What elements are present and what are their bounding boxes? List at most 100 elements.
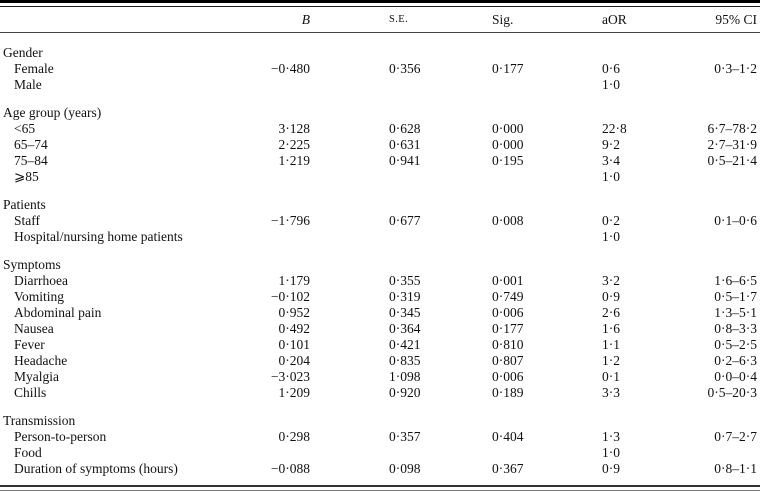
cell-sig: 0·006 <box>492 369 524 384</box>
cell-se: 0·098 <box>389 461 421 476</box>
cell-aor: 22·8 <box>602 121 627 136</box>
table-row-fever: Fever 0·101 0·421 0·810 1·1 0·5–2·5 <box>0 337 760 353</box>
row-label: Hospital/nursing home patients <box>14 229 183 244</box>
cell-se: 0·631 <box>389 137 421 152</box>
cell-sig: 0·749 <box>492 289 524 304</box>
cell-sig: 0·006 <box>492 305 524 320</box>
cell-se: 0·920 <box>389 385 421 400</box>
section-label: Age group (years) <box>3 105 102 120</box>
cell-ci: 6·7–78·2 <box>707 121 758 136</box>
table-row-duration-of-symptoms: Duration of symptoms (hours) −0·088 0·09… <box>0 461 760 477</box>
cell-aor: 1·6 <box>602 321 620 336</box>
cell-aor: 0·1 <box>602 369 620 384</box>
row-label: Vomiting <box>14 289 65 304</box>
cell-aor: 1·2 <box>602 353 620 368</box>
cell-sig: 0·807 <box>492 353 524 368</box>
cell-ci <box>680 445 760 461</box>
section-header-row: Age group (years) <box>0 105 760 121</box>
section-label: Patients <box>3 197 46 212</box>
section-gender: Gender Female −0·480 0·356 0·177 0·6 0·3… <box>0 45 760 93</box>
cell-b <box>252 445 310 461</box>
cell-se: 0·941 <box>389 153 421 168</box>
cell-b: −0·088 <box>270 461 310 476</box>
table-row-age-lt65: <65 3·128 0·628 0·000 22·8 6·7–78·2 <box>0 121 760 137</box>
table-row-abdominal-pain: Abdominal pain 0·952 0·345 0·006 2·6 1·3… <box>0 305 760 321</box>
row-label: Diarrhoea <box>14 273 68 288</box>
cell-aor: 0·9 <box>602 461 620 476</box>
cell-b: 0·952 <box>278 305 311 320</box>
cell-se: 0·319 <box>389 289 421 304</box>
cell-se: 0·345 <box>389 305 421 320</box>
section-header-row: Symptoms <box>0 257 760 273</box>
column-header-se: S.E. <box>389 14 409 25</box>
table-row-age-75-84: 75–84 1·219 0·941 0·195 3·4 0·5–21·4 <box>0 153 760 169</box>
cell-aor: 3·2 <box>602 273 620 288</box>
cell-sig <box>492 169 602 185</box>
table-row-vomiting: Vomiting −0·102 0·319 0·749 0·9 0·5–1·7 <box>0 289 760 305</box>
cell-se: 0·357 <box>389 429 421 444</box>
cell-ci: 2·7–31·9 <box>707 137 758 152</box>
table-row-staff: Staff −1·796 0·677 0·008 0·2 0·1–0·6 <box>0 213 760 229</box>
table-row-hospital-patients: Hospital/nursing home patients 1·0 <box>0 229 760 245</box>
cell-ci: 0·0–0·4 <box>714 369 757 384</box>
cell-se <box>310 77 492 93</box>
table-row-male: Male 1·0 <box>0 77 760 93</box>
cell-se <box>310 169 492 185</box>
row-label: Female <box>14 61 54 76</box>
table-row-food: Food 1·0 <box>0 445 760 461</box>
cell-ci: 0·7–2·7 <box>714 429 757 444</box>
cell-b <box>252 229 310 245</box>
cell-aor: 0·2 <box>602 213 620 228</box>
cell-aor: 1·0 <box>602 229 620 244</box>
section-header-row: Patients <box>0 197 760 213</box>
cell-ci: 1·6–6·5 <box>714 273 757 288</box>
cell-ci: 0·8–3·3 <box>714 321 757 336</box>
table-row-diarrhoea: Diarrhoea 1·179 0·355 0·001 3·2 1·6–6·5 <box>0 273 760 289</box>
cell-b: −0·102 <box>270 289 310 304</box>
row-label: Person-to-person <box>14 429 107 444</box>
row-label: 75–84 <box>14 153 48 168</box>
cell-aor: 1·1 <box>602 337 620 352</box>
cell-b: −1·796 <box>270 213 310 228</box>
cell-ci <box>680 77 760 93</box>
cell-se <box>310 229 492 245</box>
cell-se: 0·677 <box>389 213 421 228</box>
cell-aor: 0·9 <box>602 289 620 304</box>
cell-ci: 0·5–2·5 <box>714 337 757 352</box>
cell-ci: 0·5–21·4 <box>707 153 758 168</box>
table-row-myalgia: Myalgia −3·023 1·098 0·006 0·1 0·0–0·4 <box>0 369 760 385</box>
cell-se: 0·356 <box>389 61 421 76</box>
row-label: <65 <box>14 121 36 136</box>
cell-aor: 0·6 <box>602 61 620 76</box>
cell-ci: 0·1–0·6 <box>714 213 757 228</box>
column-header-aor: aOR <box>602 11 627 27</box>
row-label: Male <box>14 77 42 92</box>
column-header-sig: Sig. <box>492 11 514 27</box>
section-transmission: Transmission Person-to-person 0·298 0·35… <box>0 413 760 477</box>
cell-se: 0·835 <box>389 353 421 368</box>
table-row-nausea: Nausea 0·492 0·364 0·177 1·6 0·8–3·3 <box>0 321 760 337</box>
cell-aor: 3·4 <box>602 153 620 168</box>
cell-b: −0·480 <box>270 61 310 76</box>
row-label: Fever <box>14 337 45 352</box>
cell-b: 0·101 <box>278 337 311 352</box>
cell-sig: 0·008 <box>492 213 524 228</box>
cell-b: 2·225 <box>278 137 311 152</box>
row-label: Abdominal pain <box>14 305 102 320</box>
column-header-row: B S.E. Sig. aOR 95% CI <box>0 7 760 33</box>
cell-se: 0·364 <box>389 321 421 336</box>
cell-ci: 0·5–1·7 <box>714 289 757 304</box>
cell-b <box>252 77 310 93</box>
cell-aor: 1·0 <box>602 169 620 184</box>
section-label: Transmission <box>3 413 76 428</box>
cell-ci: 1·3–5·1 <box>714 305 757 320</box>
cell-ci <box>680 229 760 245</box>
cell-aor: 9·2 <box>602 137 620 152</box>
cell-ci: 0·5–20·3 <box>707 385 758 400</box>
cell-sig <box>492 229 602 245</box>
cell-sig: 0·177 <box>492 321 524 336</box>
cell-ci: 0·2–6·3 <box>714 353 757 368</box>
top-double-rule <box>0 0 760 7</box>
table-row-age-ge85: ⩾85 1·0 <box>0 169 760 185</box>
